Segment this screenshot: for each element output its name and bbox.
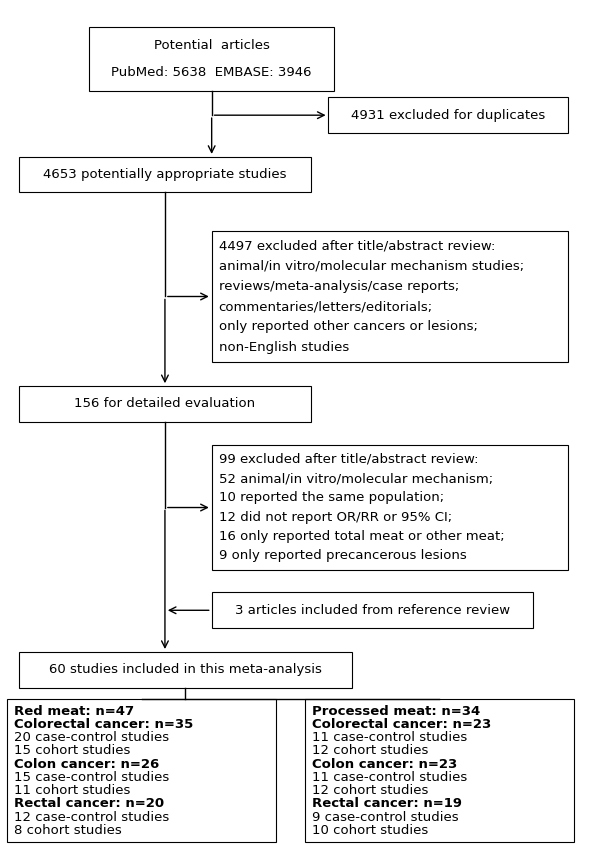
Text: Processed meat: n=34: Processed meat: n=34 xyxy=(312,705,481,717)
Text: 4931 excluded for duplicates: 4931 excluded for duplicates xyxy=(351,109,545,122)
FancyBboxPatch shape xyxy=(19,652,352,688)
Text: Red meat: n=47: Red meat: n=47 xyxy=(14,705,134,717)
Text: 3 articles included from reference review: 3 articles included from reference revie… xyxy=(235,604,510,617)
Text: 9 only reported precancerous lesions: 9 only reported precancerous lesions xyxy=(218,550,466,562)
Text: non-English studies: non-English studies xyxy=(218,341,349,354)
FancyBboxPatch shape xyxy=(19,157,311,193)
Text: 9 case-control studies: 9 case-control studies xyxy=(312,810,459,824)
Text: animal/in vitro/molecular mechanism studies;: animal/in vitro/molecular mechanism stud… xyxy=(218,260,524,273)
Text: Colon cancer: n=23: Colon cancer: n=23 xyxy=(312,757,457,771)
Text: 10 cohort studies: 10 cohort studies xyxy=(312,824,428,837)
Text: commentaries/letters/editorials;: commentaries/letters/editorials; xyxy=(218,300,433,314)
Text: 8 cohort studies: 8 cohort studies xyxy=(14,824,122,837)
FancyBboxPatch shape xyxy=(305,699,574,842)
Text: 15 case-control studies: 15 case-control studies xyxy=(14,771,169,784)
Text: 11 cohort studies: 11 cohort studies xyxy=(14,784,131,797)
Text: 156 for detailed evaluation: 156 for detailed evaluation xyxy=(74,397,256,411)
Text: 99 excluded after title/abstract review:: 99 excluded after title/abstract review: xyxy=(218,453,478,466)
Text: 12 did not report OR/RR or 95% CI;: 12 did not report OR/RR or 95% CI; xyxy=(218,510,452,524)
Text: Colorectal cancer: n=35: Colorectal cancer: n=35 xyxy=(14,718,193,731)
FancyBboxPatch shape xyxy=(328,97,568,133)
FancyBboxPatch shape xyxy=(89,27,334,90)
Text: 12 cohort studies: 12 cohort studies xyxy=(312,784,428,797)
Text: Colon cancer: n=26: Colon cancer: n=26 xyxy=(14,757,160,771)
Text: 16 only reported total meat or other meat;: 16 only reported total meat or other mea… xyxy=(218,530,505,543)
Text: Rectal cancer: n=20: Rectal cancer: n=20 xyxy=(14,797,164,810)
Text: Rectal cancer: n=19: Rectal cancer: n=19 xyxy=(312,797,462,810)
FancyBboxPatch shape xyxy=(212,445,568,570)
Text: 12 cohort studies: 12 cohort studies xyxy=(312,745,428,757)
Text: 20 case-control studies: 20 case-control studies xyxy=(14,731,169,744)
Text: 10 reported the same population;: 10 reported the same population; xyxy=(218,492,444,504)
Text: 60 studies included in this meta-analysis: 60 studies included in this meta-analysi… xyxy=(49,663,322,676)
Text: 15 cohort studies: 15 cohort studies xyxy=(14,745,131,757)
Text: 11 case-control studies: 11 case-control studies xyxy=(312,731,467,744)
FancyBboxPatch shape xyxy=(19,386,311,422)
Text: reviews/meta-analysis/case reports;: reviews/meta-analysis/case reports; xyxy=(218,279,459,293)
Text: 4653 potentially appropriate studies: 4653 potentially appropriate studies xyxy=(43,168,287,181)
Text: 12 case-control studies: 12 case-control studies xyxy=(14,810,169,824)
Text: 4497 excluded after title/abstract review:: 4497 excluded after title/abstract revie… xyxy=(218,239,495,252)
Text: Potential  articles: Potential articles xyxy=(154,39,269,52)
FancyBboxPatch shape xyxy=(212,231,568,362)
FancyBboxPatch shape xyxy=(212,592,533,628)
Text: PubMed: 5638  EMBASE: 3946: PubMed: 5638 EMBASE: 3946 xyxy=(112,66,312,78)
Text: 52 animal/in vitro/molecular mechanism;: 52 animal/in vitro/molecular mechanism; xyxy=(218,472,493,485)
Text: Colorectal cancer: n=23: Colorectal cancer: n=23 xyxy=(312,718,491,731)
Text: only reported other cancers or lesions;: only reported other cancers or lesions; xyxy=(218,320,478,333)
Text: 11 case-control studies: 11 case-control studies xyxy=(312,771,467,784)
FancyBboxPatch shape xyxy=(7,699,276,842)
